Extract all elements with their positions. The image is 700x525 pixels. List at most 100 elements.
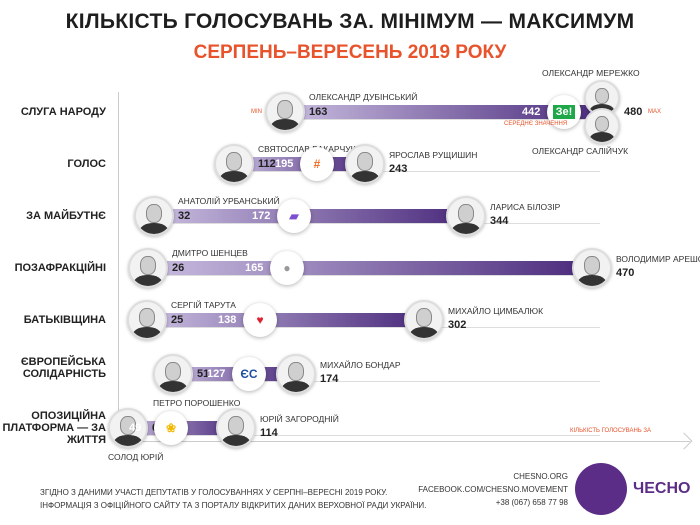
shoulders: [133, 327, 161, 338]
max-deputy-photo: [216, 408, 256, 448]
min-value: 163: [309, 106, 328, 118]
row-guide-line: [285, 119, 600, 120]
avg-value: 49: [129, 422, 142, 434]
face: [357, 152, 373, 172]
phone: +38 (067) 658 77 98: [495, 498, 568, 507]
min-value: 26: [172, 262, 185, 274]
logo-text: ЧЕСНО: [633, 480, 691, 497]
shoulders: [159, 381, 187, 392]
holos-logo-icon: #: [300, 147, 334, 181]
max-value: 243: [389, 163, 408, 175]
average-label: СЕРЕДНЄ ЗНАЧЕННЯ: [504, 121, 568, 127]
footer-note: ЗГІДНО З ДАНИМИ УЧАСТІ ДЕПУТАТІВ У ГОЛОС…: [40, 486, 426, 512]
shoulders: [351, 171, 379, 182]
es-logo-icon: ЄС: [232, 357, 266, 391]
min-deputy-photo: [127, 300, 167, 340]
avg-value: 172: [252, 210, 271, 222]
min-deputy-name: ПЕТРО ПОРОШЕНКО: [153, 398, 241, 408]
face: [594, 115, 610, 133]
x-axis-label: КІЛЬКІСТЬ ГОЛОСУВАНЬ ЗА: [570, 428, 652, 434]
ze-logo-icon: Зе!: [547, 95, 581, 129]
row-guide-line: [154, 223, 600, 224]
face: [165, 362, 181, 382]
shoulders: [222, 435, 250, 446]
min-deputy-name: СЕРГІЙ ТАРУТА: [171, 300, 236, 310]
max-value: 480: [624, 106, 643, 118]
max-value: 344: [490, 215, 509, 227]
shoulders: [578, 275, 606, 286]
min-deputy-photo: [134, 196, 174, 236]
avg-value: 442: [522, 106, 541, 118]
party-label: ЗА МАЙБУТНЄ: [26, 210, 106, 222]
min-value: 112: [258, 158, 276, 170]
shoulders: [452, 223, 480, 234]
max-deputy-name: МИХАЙЛО БОНДАР: [320, 360, 401, 370]
avg-value: 195: [275, 158, 294, 170]
party-label: ЄВРОПЕЙСЬКА СОЛІДАРНІСТЬ: [20, 356, 106, 380]
avg-value: 138: [218, 314, 237, 326]
row-guide-line: [148, 275, 600, 276]
face: [288, 362, 304, 382]
min-value: 25: [171, 314, 184, 326]
avg-value: 127: [207, 368, 226, 380]
shoulders: [589, 132, 615, 142]
party-label: СЛУГА НАРОДУ: [20, 106, 106, 118]
min-value: 51: [197, 368, 210, 380]
max-deputy-name: МИХАЙЛО ЦИМБАЛЮК: [448, 306, 544, 316]
row-guide-line: [147, 327, 600, 328]
face: [277, 100, 293, 120]
chesno-logo-icon: [575, 463, 627, 515]
party-label: БАТЬКІВЩИНА: [23, 314, 106, 326]
site-link[interactable]: CHESNO.ORG: [513, 472, 568, 481]
page-subtitle: СЕРПЕНЬ–ВЕРЕСЕНЬ 2019 РОКУ: [193, 42, 507, 63]
face: [120, 416, 136, 436]
min-deputy-name: АНАТОЛІЙ УРБАНСЬКИЙ: [178, 196, 280, 206]
row-guide-line: [128, 435, 600, 436]
min-label: MIN: [251, 109, 262, 115]
facebook-link[interactable]: FACEBOOK.COM/CHESNO.MOVEMENT: [418, 485, 568, 494]
min-deputy-photo: [265, 92, 305, 132]
opzzh-logo-icon: ❀: [154, 411, 188, 445]
min-deputy-photo: [153, 354, 193, 394]
max-value: 302: [448, 319, 467, 331]
max-deputy-photo: [345, 144, 385, 184]
max-deputy-name: ЯРОСЛАВ РУЩИШИН: [389, 150, 478, 160]
range-bar: [148, 261, 592, 275]
max-deputy-name: ВОЛОДИМИР АРЕШОНКОВ: [616, 254, 700, 264]
y-axis-line: [118, 92, 119, 442]
person-silhouette-icon: ●: [270, 251, 304, 285]
face: [594, 87, 610, 105]
max-deputy-photo: [446, 196, 486, 236]
min-deputy-name: ДМИТРО ШЕНЦЕВ: [172, 248, 248, 258]
shoulders: [271, 119, 299, 130]
party-label: ОПОЗИЦІЙНА ПЛАТФОРМА — ЗА ЖИТТЯ: [2, 410, 106, 446]
ze-badge: Зе!: [552, 105, 576, 119]
max-deputy-photo: [584, 108, 620, 144]
contacts: CHESNO.ORG FACEBOOK.COM/CHESNO.MOVEMENT …: [418, 470, 568, 509]
face: [584, 256, 600, 276]
shoulders: [282, 381, 310, 392]
max-deputy-photo: [276, 354, 316, 394]
face: [226, 152, 242, 172]
page-title: КІЛЬКІСТЬ ГОЛОСУВАНЬ ЗА. МІНІМУМ — МАКСИ…: [65, 10, 635, 33]
shoulders: [140, 223, 168, 234]
party-label: ГОЛОС: [67, 158, 106, 170]
face: [146, 204, 162, 224]
max-label: MAX: [648, 109, 662, 115]
max-value: 114: [260, 427, 278, 439]
max-value: 470: [616, 267, 635, 279]
avg-value: 165: [245, 262, 264, 274]
face: [416, 308, 432, 328]
axis-arrow-icon: [675, 432, 693, 450]
max-deputy-name: ОЛЕКСАНДР САЛІЙЧУК: [532, 146, 629, 156]
max-deputy-name: ОЛЕКСАНДР МЕРЕЖКО: [542, 68, 640, 78]
x-axis-line: [118, 441, 690, 442]
max-deputy-name: ЛАРИСА БІЛОЗІР: [490, 202, 561, 212]
shoulders: [220, 171, 248, 182]
min-deputy-name: ОЛЕКСАНДР ДУБІНСЬКИЙ: [309, 92, 418, 102]
face: [228, 416, 244, 436]
face: [458, 204, 474, 224]
max-value: 174: [320, 373, 339, 385]
min-deputy-photo: [128, 248, 168, 288]
shoulders: [410, 327, 438, 338]
